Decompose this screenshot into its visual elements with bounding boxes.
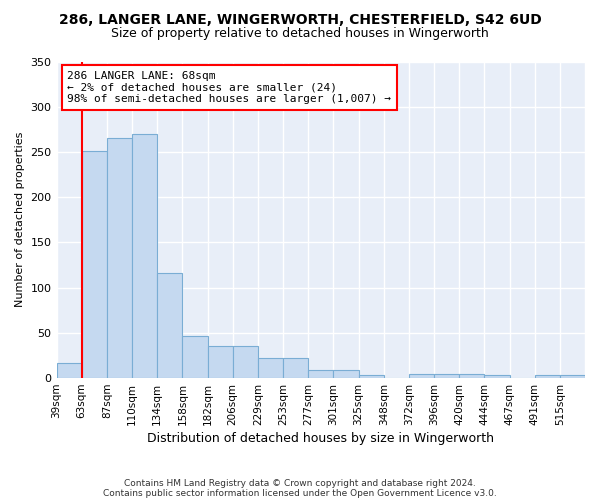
Bar [56, 362, 82, 378]
Bar [208, 346, 233, 378]
Bar [258, 358, 283, 378]
Bar [409, 374, 434, 378]
Bar [484, 376, 509, 378]
Y-axis label: Number of detached properties: Number of detached properties [15, 132, 25, 308]
Bar [334, 370, 359, 378]
Bar [308, 370, 334, 378]
Bar [107, 138, 132, 378]
Text: 286, LANGER LANE, WINGERWORTH, CHESTERFIELD, S42 6UD: 286, LANGER LANE, WINGERWORTH, CHESTERFI… [59, 12, 541, 26]
Bar [233, 346, 258, 378]
Bar [182, 336, 208, 378]
Bar [157, 273, 182, 378]
Bar [359, 376, 383, 378]
Bar [434, 374, 459, 378]
Text: Contains public sector information licensed under the Open Government Licence v3: Contains public sector information licen… [103, 488, 497, 498]
Text: Size of property relative to detached houses in Wingerworth: Size of property relative to detached ho… [111, 28, 489, 40]
Text: Contains HM Land Registry data © Crown copyright and database right 2024.: Contains HM Land Registry data © Crown c… [124, 478, 476, 488]
Bar [132, 134, 157, 378]
Bar [283, 358, 308, 378]
Bar [560, 376, 585, 378]
Bar [459, 374, 484, 378]
Bar [82, 151, 107, 378]
X-axis label: Distribution of detached houses by size in Wingerworth: Distribution of detached houses by size … [147, 432, 494, 445]
Bar [535, 376, 560, 378]
Text: 286 LANGER LANE: 68sqm
← 2% of detached houses are smaller (24)
98% of semi-deta: 286 LANGER LANE: 68sqm ← 2% of detached … [67, 71, 391, 104]
